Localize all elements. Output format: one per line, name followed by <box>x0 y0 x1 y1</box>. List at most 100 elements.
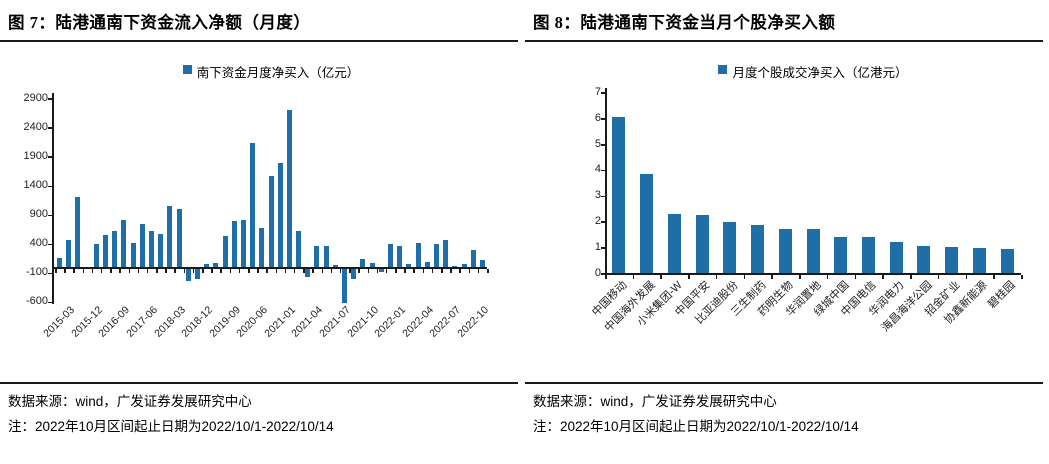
bar <box>323 246 329 267</box>
bar <box>149 231 154 267</box>
bar <box>139 223 145 267</box>
y-axis-label: 3 <box>594 189 601 202</box>
y-axis-tick <box>48 156 52 158</box>
bar <box>452 266 458 267</box>
x-axis-tick <box>854 275 857 279</box>
figure-7-title: 图 7：陆港通南下资金流入净额（月度） <box>8 13 311 32</box>
x-axis-tick <box>156 269 158 273</box>
x-axis-tick <box>91 269 94 273</box>
x-axis-tick <box>165 269 167 273</box>
x-axis-tick <box>937 275 940 279</box>
x-axis-tick <box>220 269 222 273</box>
x-axis-tick <box>799 275 801 279</box>
x-axis-tick <box>174 269 176 273</box>
footer-divider <box>525 382 1043 384</box>
bar <box>723 221 737 273</box>
x-axis-tick <box>211 269 213 273</box>
bar <box>259 228 265 267</box>
x-axis-tick <box>192 269 195 273</box>
x-axis-tick <box>303 269 305 273</box>
x-axis-tick <box>284 269 287 273</box>
y-axis-label: 6 <box>594 111 601 124</box>
bar <box>415 243 421 267</box>
y-axis-tick <box>601 221 605 223</box>
y-axis-tick <box>48 243 52 246</box>
y-axis-tick <box>48 98 52 100</box>
x-axis-tick <box>128 269 131 273</box>
data-source: 数据来源：wind，广发证券发展研究中心 <box>8 394 252 409</box>
x-axis-tick <box>477 269 480 273</box>
footnote: 注：2022年10月区间起止日期为2022/10/1-2022/10/14 <box>8 419 334 434</box>
x-axis-tick <box>275 269 278 273</box>
bar <box>342 269 348 303</box>
footnote: 注：2022年10月区间起止日期为2022/10/1-2022/10/14 <box>533 419 859 434</box>
bar <box>121 220 127 267</box>
bar <box>222 235 228 267</box>
y-axis-tick <box>601 169 605 172</box>
x-axis-tick <box>422 269 425 273</box>
bar <box>433 244 439 267</box>
bar <box>167 206 173 267</box>
y-axis-line <box>605 88 607 275</box>
x-axis-tick <box>266 269 268 273</box>
bar <box>66 239 72 267</box>
x-axis-tick <box>238 269 241 273</box>
y-axis-label: 4 <box>594 163 601 176</box>
x-axis-tick <box>73 269 75 273</box>
bar <box>695 214 709 273</box>
x-axis-tick <box>137 269 140 273</box>
bar <box>917 246 931 273</box>
y-axis-tick <box>601 273 605 275</box>
x-axis-tick <box>487 269 489 273</box>
x-axis-tick <box>202 269 204 273</box>
x-axis-tick <box>468 269 471 273</box>
figure-7-legend: 南下资金月度净买入（亿元） <box>55 62 487 81</box>
bar <box>612 116 626 273</box>
bar <box>406 264 412 267</box>
x-axis-tick <box>431 269 434 273</box>
x-axis-tick <box>413 269 415 273</box>
x-axis-tick <box>229 269 232 273</box>
bar <box>176 209 182 267</box>
bar <box>277 162 283 267</box>
figure-panel-8: 图 8：陆港通南下资金当月个股净买入额 月度个股成交净买入（亿港元） 数据来源：… <box>525 0 1049 464</box>
bar <box>296 230 302 267</box>
x-axis-tick <box>119 269 121 273</box>
x-axis-tick <box>826 275 829 279</box>
x-axis-label: 碧桂园 <box>985 279 1018 311</box>
y-axis-tick <box>601 92 605 94</box>
bar <box>103 234 109 267</box>
bar <box>972 248 986 273</box>
bar <box>130 243 136 267</box>
x-axis-tick <box>64 269 66 273</box>
x-axis-tick <box>146 269 149 273</box>
y-axis-label: 5 <box>594 137 601 150</box>
bar <box>314 246 320 267</box>
bar <box>778 229 792 273</box>
bar <box>397 246 403 267</box>
x-axis-tick <box>82 269 85 273</box>
x-axis-tick <box>743 275 746 279</box>
x-axis-tick <box>771 275 773 279</box>
bar <box>640 173 654 273</box>
legend-marker-icon <box>182 65 192 74</box>
x-axis-tick <box>1021 275 1023 279</box>
y-axis-tick <box>48 301 52 304</box>
y-axis-label: 1900 <box>23 149 48 162</box>
y-axis-tick <box>48 272 52 275</box>
bar <box>387 244 393 267</box>
x-axis-tick <box>882 275 884 279</box>
x-axis-tick <box>450 269 452 273</box>
legend-label: 南下资金月度净买入（亿元） <box>196 66 360 80</box>
x-axis-tick <box>965 275 968 279</box>
x-axis-tick <box>605 275 607 279</box>
x-axis-line <box>605 273 1021 275</box>
y-axis-tick <box>48 214 52 217</box>
x-axis-tick <box>385 269 388 273</box>
x-axis-tick <box>404 269 406 273</box>
y-axis-tick <box>48 185 52 188</box>
x-axis-tick <box>257 269 259 273</box>
bar <box>834 237 848 273</box>
x-axis-tick <box>660 275 662 279</box>
bar <box>185 269 191 282</box>
